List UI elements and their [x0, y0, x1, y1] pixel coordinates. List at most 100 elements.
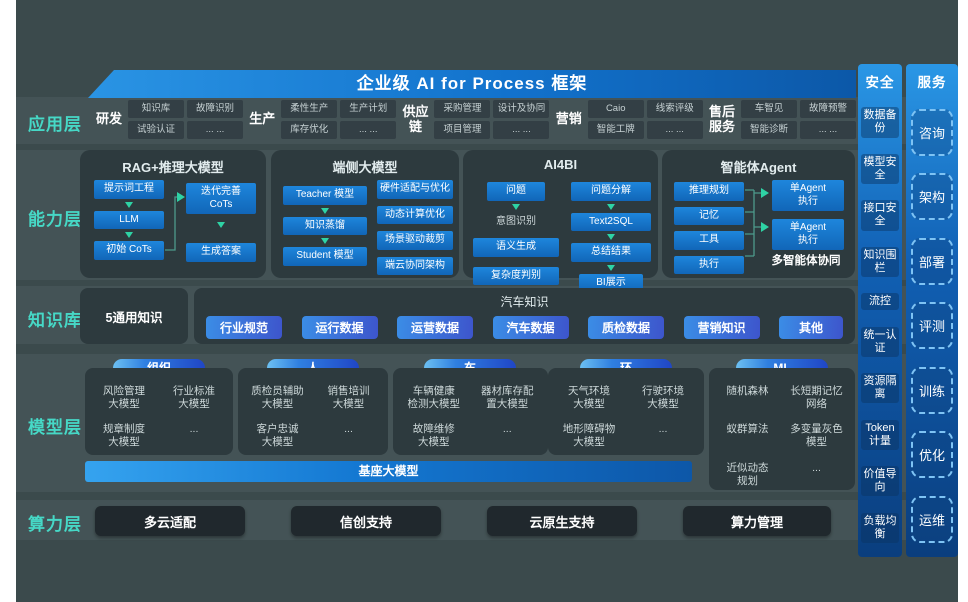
- layer-label-compute: 算力层: [28, 515, 82, 534]
- knowledge-pill: 质检数据: [588, 316, 664, 339]
- arrow-down-icon: [512, 203, 520, 210]
- flow-node: 生成答案: [186, 243, 256, 262]
- model-cell: 器材库存配 置大模型: [481, 385, 534, 411]
- flow-node: 复杂度判别: [473, 266, 559, 285]
- app-cell-more: ... ...: [493, 121, 550, 139]
- app-cell: 故障预警: [799, 100, 856, 118]
- compute-item-xinchuang: 信创支持: [291, 506, 441, 536]
- model-cell: 蚁群算法: [726, 423, 769, 436]
- service-item: 运维: [911, 495, 953, 543]
- app-group-label: 营销: [555, 111, 582, 127]
- app-cell: 设计及协同: [493, 100, 550, 118]
- model-cell: 规章制度 大模型: [103, 423, 145, 449]
- service-column-title: 服务: [917, 75, 947, 90]
- security-item: 价值导向: [861, 466, 899, 497]
- model-group-box-org: 风险管理 大模型 行业标准 大模型 规章制度 大模型 ...: [85, 368, 233, 455]
- compute-item-cloudnative: 云原生支持: [487, 506, 637, 536]
- flow-node: 单Agent 执行: [772, 180, 844, 211]
- model-cell-more: ...: [658, 423, 668, 436]
- security-item: Token计量: [861, 419, 899, 450]
- app-group-label: 研发: [96, 111, 123, 127]
- model-cell: 长短期记忆 网络: [790, 385, 843, 411]
- model-cell-more: ...: [812, 461, 821, 474]
- compute-item-management: 算力管理: [683, 506, 831, 536]
- app-group-label: 供应 链: [402, 103, 429, 134]
- app-cell-more: ... ...: [187, 121, 244, 139]
- multi-agent-caption: 多智能体协同: [771, 255, 841, 267]
- model-cell: 销售培训 大模型: [327, 385, 370, 411]
- layer-label-model: 模型层: [28, 418, 82, 437]
- app-cell: 采购管理: [434, 100, 491, 118]
- app-group-rnd: 研发 知识库 故障识别 试验认证 ... ...: [96, 100, 244, 139]
- model-group-box-ml: 随机森林 长短期记忆 网络 蚁群算法 多变量灰色 模型 近似动态 规划 ...: [709, 368, 855, 490]
- security-column: 安全 数据备份 模型安全 接口安全 知识围栏 流控 统一认证 资源隔离 Toke…: [858, 64, 902, 557]
- ai4bi-flow-left: 问题 意图识别 语义生成 复杂度判别: [473, 182, 559, 285]
- app-group-after-sales: 售后 服务 车智见 故障预警 智能诊断 ... ...: [709, 100, 856, 139]
- knowledge-pill-row: 行业规范 运行数据 运营数据 汽车数据 质检数据 营销知识 其他: [194, 310, 855, 339]
- capability-box-title: RAG+推理大模型: [122, 160, 224, 175]
- model-cell: 风险管理 大模型: [103, 385, 145, 411]
- service-item: 部署: [911, 237, 953, 285]
- model-cell: 天气环境 大模型: [568, 385, 610, 411]
- arrow-down-icon: [125, 201, 133, 208]
- layer-label-knowledge: 知识库: [28, 311, 82, 330]
- app-cell-more: ... ...: [340, 121, 397, 139]
- list-item: 动态计算优化: [377, 205, 453, 224]
- app-group-label: 生产: [249, 111, 276, 127]
- agent-targets: 单Agent 执行 单Agent 执行: [772, 180, 844, 250]
- arrow-down-icon: [607, 234, 615, 240]
- app-cell: 生产计划: [340, 100, 397, 118]
- model-cell: 质检员辅助 大模型: [251, 385, 304, 411]
- flow-node: 总结结果: [571, 243, 651, 262]
- app-cell: 柔性生产: [281, 100, 338, 118]
- app-cell: 智能工牌: [587, 121, 644, 139]
- edge-flow: Teacher 模型 知识蒸馏 Student 模型: [283, 186, 367, 266]
- knowledge-general-box: 5通用知识: [80, 288, 188, 344]
- app-cell: 智能诊断: [740, 121, 797, 139]
- app-cell: 故障识别: [187, 100, 244, 118]
- model-cell: 近似动态 规划: [726, 461, 769, 487]
- model-grid: 天气环境 大模型 行驶环境 大模型 地形障碍物 大模型 ...: [548, 368, 704, 458]
- model-grid: 车辆健康 检测大模型 器材库存配 置大模型 故障维修 大模型 ...: [393, 368, 548, 458]
- list-item: 记忆: [674, 206, 744, 225]
- app-group-marketing: 营销 Caio 线索评级 智能工牌 ... ...: [556, 100, 703, 139]
- flow-node: 知识蒸馏: [283, 216, 367, 235]
- flow-node: 提示词工程: [94, 180, 164, 199]
- list-item: 工具: [674, 231, 744, 250]
- model-grid: 随机森林 长短期记忆 网络 蚁群算法 多变量灰色 模型 近似动态 规划 ...: [709, 368, 855, 496]
- service-item: 架构: [911, 173, 953, 221]
- list-item: 端云协同架构: [377, 256, 453, 275]
- flow-node: 初始 CoTs: [94, 241, 164, 260]
- arrow-down-icon: [125, 232, 133, 238]
- model-grid: 质检员辅助 大模型 销售培训 大模型 客户忠诚 大模型 ...: [238, 368, 388, 458]
- model-cell: 客户忠诚 大模型: [256, 423, 299, 449]
- security-item: 流控: [861, 293, 899, 311]
- capability-box-title: AI4BI: [543, 157, 578, 172]
- capability-box-title: 智能体Agent: [720, 160, 797, 175]
- list-item: 硬件适配与优化: [377, 180, 453, 199]
- flow-node: 问题分解: [571, 182, 651, 201]
- model-cell: 故障维修 大模型: [412, 423, 455, 449]
- flow-node: Teacher 模型: [283, 186, 367, 205]
- model-cell: 地形障碍物 大模型: [562, 423, 616, 449]
- knowledge-auto-title: 汽车知识: [500, 295, 549, 309]
- knowledge-pill: 运行数据: [301, 316, 378, 339]
- flow-node: Student 模型: [283, 247, 367, 266]
- app-group-label: 售后 服务: [708, 103, 735, 134]
- app-cell-more: ... ...: [646, 121, 703, 139]
- agent-list: 推理规划 记忆 工具 执行: [674, 182, 744, 274]
- arrow-down-icon: [607, 203, 615, 210]
- app-group-grid: 采购管理 设计及协同 项目管理 ... ...: [434, 100, 550, 139]
- knowledge-pill: 营销知识: [683, 316, 760, 339]
- knowledge-pill: 运营数据: [397, 316, 473, 339]
- knowledge-pill: 其他: [779, 316, 843, 339]
- security-item: 资源隔离: [861, 373, 899, 404]
- capability-box-rag: RAG+推理大模型 提示词工程 LLM 初始 CoTs 迭代完善 CoTs 生成…: [80, 150, 266, 278]
- security-item: 模型安全: [861, 153, 899, 185]
- application-layer-row: 研发 知识库 故障识别 试验认证 ... ... 生产 柔性生产 生产计划 库存…: [96, 100, 856, 139]
- app-cell: 试验认证: [128, 121, 185, 139]
- model-cell: 多变量灰色 模型: [790, 423, 843, 449]
- list-item: 场景驱动裁剪: [377, 231, 453, 250]
- flow-node: 单Agent 执行: [772, 219, 844, 250]
- app-group-grid: 知识库 故障识别 试验认证 ... ...: [128, 100, 244, 139]
